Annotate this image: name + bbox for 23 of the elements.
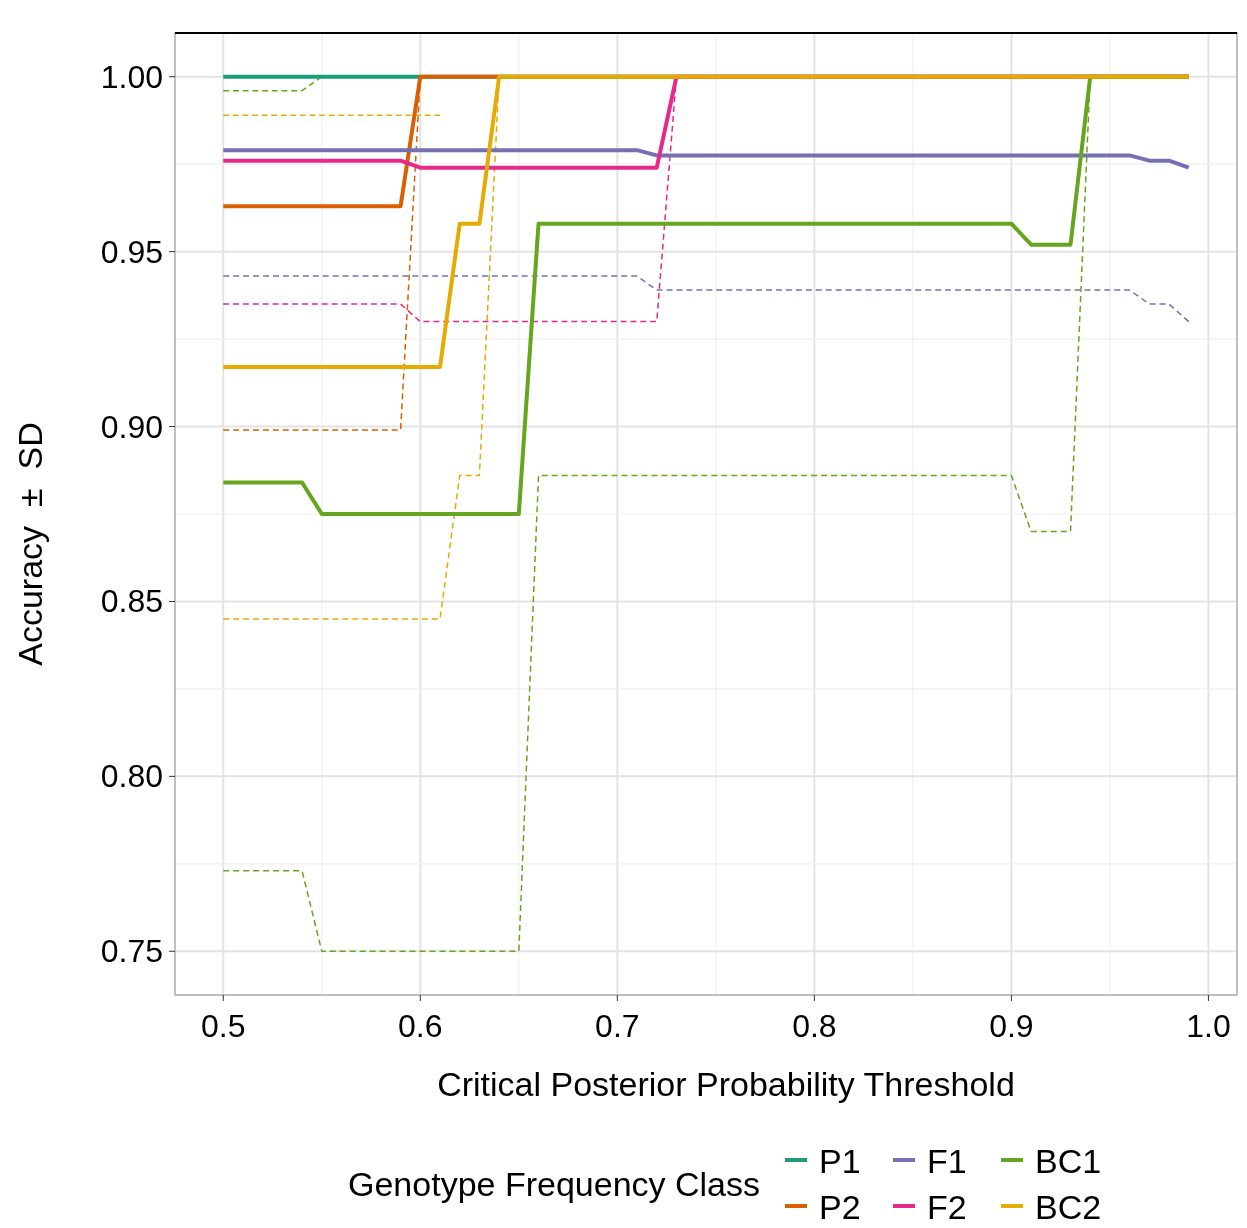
legend-label: F2 bbox=[927, 1188, 967, 1226]
x-tick-label: 0.8 bbox=[792, 1008, 837, 1044]
x-tick-label: 0.6 bbox=[398, 1008, 443, 1044]
y-axis-title: Accuracy ± SD bbox=[11, 422, 49, 666]
x-tick-label: 0.9 bbox=[989, 1008, 1034, 1044]
line-series bbox=[222, 275, 1190, 323]
x-axis-title: Critical Posterior Probability Threshold bbox=[437, 1065, 1015, 1103]
legend-label: BC2 bbox=[1035, 1188, 1102, 1226]
legend-label: P1 bbox=[819, 1142, 861, 1180]
y-tick-label: 1.00 bbox=[100, 58, 163, 95]
y-tick-label: 0.75 bbox=[100, 933, 163, 970]
y-tick-label: 0.95 bbox=[100, 233, 163, 270]
legend-label: BC1 bbox=[1035, 1142, 1102, 1180]
line-series bbox=[221, 148, 1191, 170]
legend-label: P2 bbox=[819, 1188, 861, 1226]
x-tick-label: 0.5 bbox=[201, 1008, 246, 1044]
legend-title: Genotype Frequency Class bbox=[348, 1165, 760, 1203]
y-tick-label: 0.85 bbox=[100, 583, 163, 620]
legend-label: F1 bbox=[927, 1142, 967, 1180]
y-tick-label: 0.80 bbox=[100, 758, 163, 795]
y-tick-label: 0.90 bbox=[100, 408, 163, 445]
x-tick-label: 0.7 bbox=[595, 1008, 640, 1044]
x-tick-label: 1.0 bbox=[1186, 1008, 1231, 1044]
